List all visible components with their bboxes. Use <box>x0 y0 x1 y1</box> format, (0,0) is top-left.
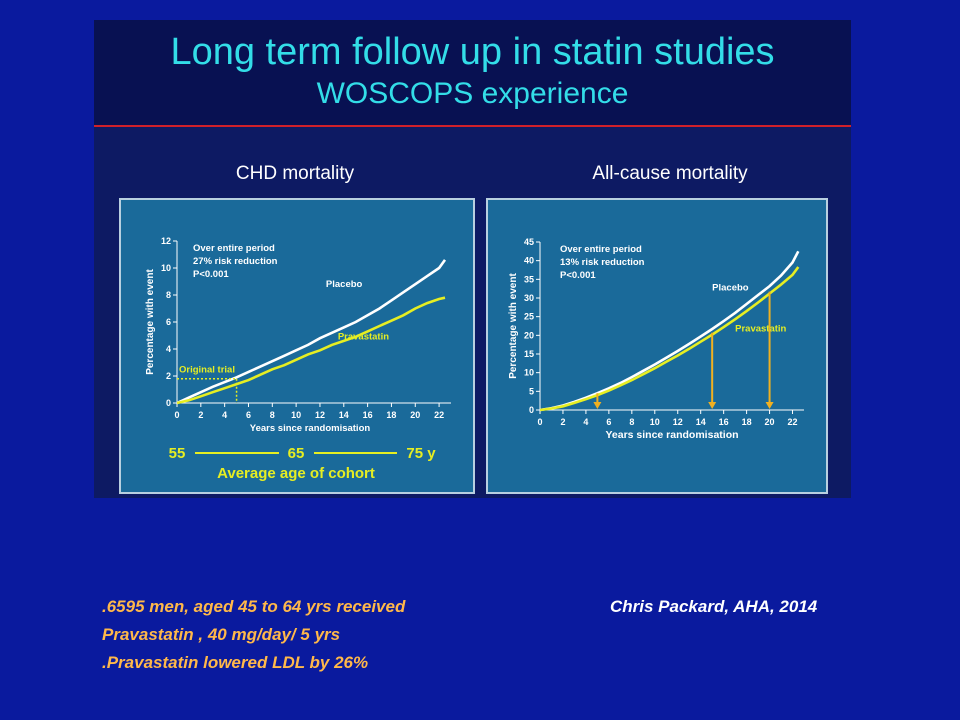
chd-annotation-line: Over entire period <box>193 243 275 254</box>
chart-title-all-cause: All-cause mortality <box>592 163 748 184</box>
all-y-tick-label: 10 <box>524 368 534 378</box>
all-annotation-line: 13% risk reduction <box>560 257 645 268</box>
all-x-tick-label: 6 <box>606 417 611 427</box>
age-mid-label: 65 <box>288 445 305 462</box>
all-cause-chart: 0 2 4 6 8 10 12 14 16 18 20 22 0 5 10 15 20 25 30 35 40 45 Yea… <box>508 237 804 441</box>
all-x-tick-label: 12 <box>673 417 683 427</box>
chd-series-pravastatin <box>176 296 446 405</box>
chd-annotation-line: P<0.001 <box>193 269 229 280</box>
note-line-3: .Pravastatin lowered LDL by 26% <box>102 653 369 672</box>
chd-y-tick-label: 6 <box>166 317 171 327</box>
all-arrow-head <box>593 402 602 409</box>
all-arrow-head <box>765 402 774 409</box>
slide-subtitle: WOSCOPS experience <box>316 77 629 110</box>
chd-annotation-line: 27% risk reduction <box>193 256 278 267</box>
chd-y-tick-label: 12 <box>161 236 171 246</box>
note-line-2: Pravastatin , 40 mg/day/ 5 yrs <box>102 625 341 644</box>
chd-x-tick-label: 2 <box>198 410 203 420</box>
chd-legend-pravastatin: Pravastatin <box>338 332 389 343</box>
chd-x-tick-label: 14 <box>339 410 349 420</box>
age-end-label: 75 y <box>406 445 436 462</box>
age-start-label: 55 <box>169 445 186 462</box>
all-y-tick-label: 45 <box>524 237 534 247</box>
all-y-tick-label: 40 <box>524 256 534 266</box>
chd-x-tick-label: 22 <box>434 410 444 420</box>
age-axis-label: Average age of cohort <box>217 465 375 482</box>
chd-series-placebo <box>176 259 447 405</box>
chd-y-axis-label: Percentage with event <box>145 269 156 375</box>
all-y-tick-label: 25 <box>524 312 534 322</box>
all-y-tick-label: 20 <box>524 330 534 340</box>
all-series-placebo <box>539 250 800 412</box>
all-x-axis-label: Years since randomisation <box>605 429 738 441</box>
chd-x-axis-label: Years since randomisation <box>250 423 371 434</box>
chd-chart: 0 2 4 6 8 10 12 14 16 18 20 22 0 2 4 6 8 10 12 Years since … <box>145 236 451 482</box>
chd-y-tick-label: 8 <box>166 290 171 300</box>
chd-original-trial-label: Original trial <box>179 365 235 376</box>
chd-y-tick-label: 10 <box>161 263 171 273</box>
all-x-tick-label: 20 <box>765 417 775 427</box>
study-notes: .6595 men, aged 45 to 64 yrs received Pr… <box>102 593 405 677</box>
slide-title: Long term follow up in statin studies <box>170 31 775 73</box>
all-x-tick-label: 2 <box>560 417 565 427</box>
chd-x-tick-label: 18 <box>386 410 396 420</box>
all-x-tick-label: 14 <box>696 417 706 427</box>
all-y-tick-label: 5 <box>529 386 534 396</box>
chd-chart-panel: 0 2 4 6 8 10 12 14 16 18 20 22 0 2 4 6 8 10 12 Years since … <box>119 198 475 494</box>
all-x-tick-label: 22 <box>788 417 798 427</box>
chd-x-tick-label: 0 <box>174 410 179 420</box>
chd-y-tick-label: 0 <box>166 398 171 408</box>
chd-y-tick-label: 2 <box>166 371 171 381</box>
chd-x-tick-label: 6 <box>246 410 251 420</box>
all-legend-pravastatin: Pravastatin <box>735 324 786 335</box>
chd-y-tick-label: 4 <box>166 344 171 354</box>
all-x-tick-label: 18 <box>742 417 752 427</box>
chd-x-tick-label: 10 <box>291 410 301 420</box>
chd-x-tick-label: 16 <box>363 410 373 420</box>
title-divider <box>94 125 851 127</box>
all-y-tick-label: 30 <box>524 293 534 303</box>
all-y-axis-label: Percentage with event <box>508 273 519 379</box>
all-series-pravastatin <box>539 266 800 412</box>
all-legend-placebo: Placebo <box>712 283 749 294</box>
all-annotation-line: P<0.001 <box>560 270 596 281</box>
all-x-tick-label: 4 <box>583 417 588 427</box>
chd-x-tick-label: 4 <box>222 410 227 420</box>
all-y-tick-label: 0 <box>529 405 534 415</box>
all-x-tick-label: 16 <box>719 417 729 427</box>
chd-x-tick-label: 8 <box>270 410 275 420</box>
source-credit: Chris Packard, AHA, 2014 <box>610 597 818 616</box>
all-y-tick-label: 35 <box>524 274 534 284</box>
all-x-tick-label: 10 <box>650 417 660 427</box>
all-x-tick-label: 0 <box>537 417 542 427</box>
title-area: Long term follow up in statin studies WO… <box>94 20 851 126</box>
all-arrow-head <box>708 402 717 409</box>
chd-x-tick-label: 12 <box>315 410 325 420</box>
all-x-tick-label: 8 <box>629 417 634 427</box>
all-annotation-line: Over entire period <box>560 244 642 255</box>
all-y-tick-label: 15 <box>524 349 534 359</box>
chd-legend-placebo: Placebo <box>326 279 363 290</box>
chd-x-tick-label: 20 <box>410 410 420 420</box>
chart-title-chd: CHD mortality <box>235 163 355 184</box>
note-line-1: .6595 men, aged 45 to 64 yrs received <box>102 597 406 616</box>
all-cause-chart-panel: 0 2 4 6 8 10 12 14 16 18 20 22 0 5 10 15 20 25 30 35 40 45 Yea… <box>486 198 828 494</box>
